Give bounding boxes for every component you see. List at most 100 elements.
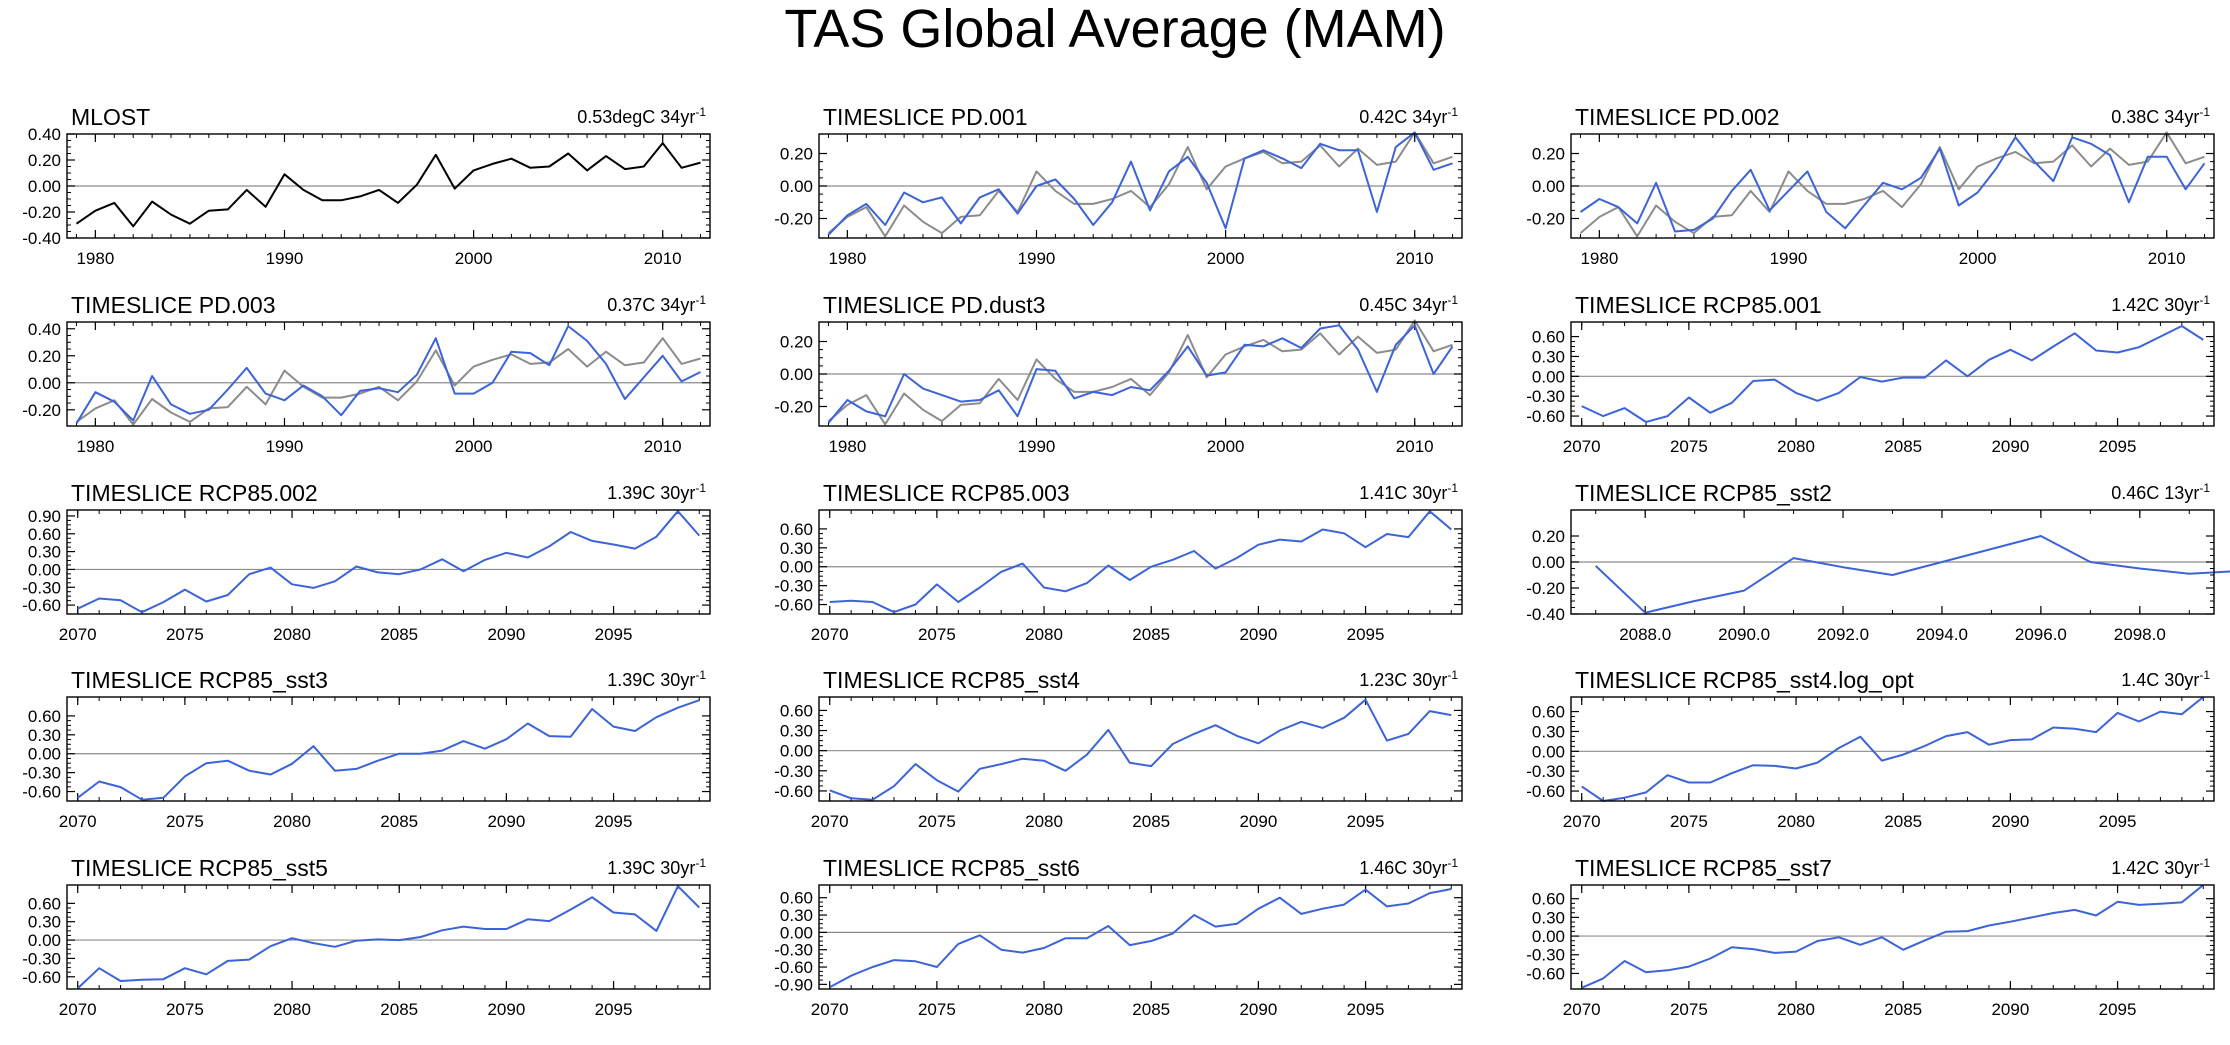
x-tick-label: 2075 xyxy=(1670,437,1708,456)
y-tick-label: 0.60 xyxy=(28,894,61,913)
x-tick-label: 2090 xyxy=(1239,812,1277,831)
trend-label: 0.45C 34yr-1 xyxy=(1359,293,1458,315)
panel-timeslice-pd-003: TIMESLICE PD.003 0.37C 34yr-1 -0.20 0.00 0.2… xyxy=(22,292,711,456)
x-tick-label: 2080 xyxy=(1025,625,1063,644)
x-tick-label: 2080 xyxy=(1777,437,1815,456)
y-tick-label: 0.00 xyxy=(1532,927,1565,946)
panel-timeslice-rcp85-003: TIMESLICE RCP85.003 1.41C 30yr-1 -0.60-0.3… xyxy=(774,480,1463,644)
x-tick-label: 2085 xyxy=(1132,812,1170,831)
y-tick-label: 0.00 xyxy=(1532,742,1565,761)
x-tick-label: 2095 xyxy=(1347,812,1385,831)
x-tick-label: 2085 xyxy=(380,1000,418,1019)
x-tick-label: 2090 xyxy=(487,625,525,644)
x-tick-label: 2075 xyxy=(918,625,956,644)
x-tick-label: 2096.0 xyxy=(2015,625,2067,644)
y-tick-label: 0.40 xyxy=(28,125,61,144)
series-line-rcp85-003 xyxy=(829,510,1452,614)
panel-timeslice-rcp85-sst4-log-opt: TIMESLICE RCP85_sst4.log_opt 1.4C 30yr-1-… xyxy=(1526,667,2215,831)
panel-timeslice-pd-dust3: TIMESLICE PD.dust3 0.45C 34yr-1 -0.20 0.00 0… xyxy=(774,292,1463,456)
x-tick-label: 2010 xyxy=(644,437,682,456)
x-tick-label: 2090 xyxy=(487,812,525,831)
panel-timeslice-rcp85-sst6: TIMESLICE RCP85_sst6 1.46C 30yr-1-0.90-0.… xyxy=(774,855,1463,1019)
y-tick-label: 0.00 xyxy=(780,177,813,196)
y-tick-label: 0.60 xyxy=(1532,703,1565,722)
x-tick-label: 2010 xyxy=(644,249,682,268)
y-tick-label: 0.30 xyxy=(1532,347,1565,366)
trend-label-exponent: -1 xyxy=(1447,293,1458,307)
y-tick-label: 0.00 xyxy=(28,177,61,196)
y-tick-label: 0.60 xyxy=(1532,328,1565,347)
trend-label: 1.41C 30yr-1 xyxy=(1359,481,1458,503)
series-line-mlost xyxy=(1579,131,2205,238)
x-tick-label: 2070 xyxy=(811,1000,849,1019)
y-tick-label: -0.20 xyxy=(1526,579,1565,598)
x-tick-label: 2095 xyxy=(2099,1000,2137,1019)
y-tick-label: -0.60 xyxy=(22,968,61,987)
plot-frame xyxy=(1570,884,2215,990)
x-tick-label: 2000 xyxy=(1207,249,1245,268)
y-tick-label: 0.00 xyxy=(1532,367,1565,386)
x-tick-label: 2090 xyxy=(1991,437,2029,456)
x-tick-label: 2000 xyxy=(455,437,493,456)
y-tick-label: -0.30 xyxy=(774,941,813,960)
y-tick-label: 0.30 xyxy=(28,913,61,932)
y-tick-label: -0.20 xyxy=(1526,210,1565,229)
x-tick-label: 2090.0 xyxy=(1718,625,1770,644)
y-tick-label: 0.20 xyxy=(780,145,813,164)
trend-label: 1.46C 30yr-1 xyxy=(1359,856,1458,878)
trend-label-exponent: -1 xyxy=(695,481,706,495)
series-line-pd-002 xyxy=(1579,136,2206,233)
plot-frame xyxy=(1570,321,2215,427)
y-tick-label: 0.20 xyxy=(28,151,61,170)
y-tick-label: 0.00 xyxy=(28,745,61,764)
x-tick-label: 1990 xyxy=(266,437,304,456)
x-tick-label: 2098.0 xyxy=(2114,625,2166,644)
x-tick-label: 2080 xyxy=(1777,812,1815,831)
x-tick-label: 2090 xyxy=(1239,1000,1277,1019)
x-tick-label: 2075 xyxy=(1670,812,1708,831)
x-tick-label: 2095 xyxy=(1347,625,1385,644)
x-tick-label: 2085 xyxy=(1884,1000,1922,1019)
y-tick-label: 0.60 xyxy=(28,525,61,544)
panel-title: TIMESLICE RCP85_sst4.log_opt xyxy=(1575,667,1914,693)
panel-title: TIMESLICE RCP85.001 xyxy=(1575,292,1822,318)
y-tick-label: 0.00 xyxy=(780,742,813,761)
panel-timeslice-pd-001: TIMESLICE PD.001 0.42C 34yr-1 -0.20 0.00 0.2… xyxy=(774,104,1463,268)
x-tick-label: 2085 xyxy=(1884,437,1922,456)
x-tick-label: 2070 xyxy=(59,1000,97,1019)
panel-timeslice-rcp85-sst2: TIMESLICE RCP85_sst2 0.46C 13yr-1 -0.40 -0.… xyxy=(1526,480,2230,644)
y-tick-label: 0.30 xyxy=(28,726,61,745)
x-tick-label: 2070 xyxy=(59,812,97,831)
plot-frame xyxy=(66,884,711,990)
trend-label: 0.38C 34yr-1 xyxy=(2111,105,2210,127)
plot-frame xyxy=(1570,696,2215,802)
series-line-mlost xyxy=(75,142,701,228)
panel-timeslice-pd-002: TIMESLICE PD.002 0.38C 34yr-1 -0.20 0.00 0.2… xyxy=(1526,104,2215,268)
series-line-pd-001 xyxy=(827,131,1453,236)
x-tick-label: 1980 xyxy=(1580,249,1618,268)
x-tick-label: 2092.0 xyxy=(1817,625,1869,644)
series-line-rcp85-sst5 xyxy=(77,885,701,990)
x-tick-label: 2085 xyxy=(1132,625,1170,644)
panel-timeslice-rcp85-sst3: TIMESLICE RCP85_sst3 1.39C 30yr-1 -0.60-0.… xyxy=(22,667,711,831)
y-tick-label: -0.60 xyxy=(22,596,61,615)
plot-frame xyxy=(1570,509,2215,615)
trend-label-exponent: -1 xyxy=(2199,668,2210,682)
x-tick-label: 1990 xyxy=(1018,437,1056,456)
x-tick-label: 2095 xyxy=(595,625,633,644)
x-tick-label: 2090 xyxy=(1239,625,1277,644)
trend-label-exponent: -1 xyxy=(695,105,706,119)
x-tick-label: 1990 xyxy=(1770,249,1808,268)
y-tick-label: -0.60 xyxy=(774,958,813,977)
y-tick-label: 0.00 xyxy=(28,560,61,579)
y-tick-label: 0.60 xyxy=(780,520,813,539)
x-tick-label: 2095 xyxy=(2099,812,2137,831)
y-tick-label: -0.20 xyxy=(774,210,813,229)
x-tick-label: 2075 xyxy=(166,1000,204,1019)
y-tick-label: 0.30 xyxy=(780,539,813,558)
x-tick-label: 2080 xyxy=(1025,1000,1063,1019)
y-tick-label: 0.00 xyxy=(780,923,813,942)
x-tick-label: 2070 xyxy=(59,625,97,644)
plot-frame xyxy=(66,133,711,239)
x-tick-label: 2080 xyxy=(1777,1000,1815,1019)
